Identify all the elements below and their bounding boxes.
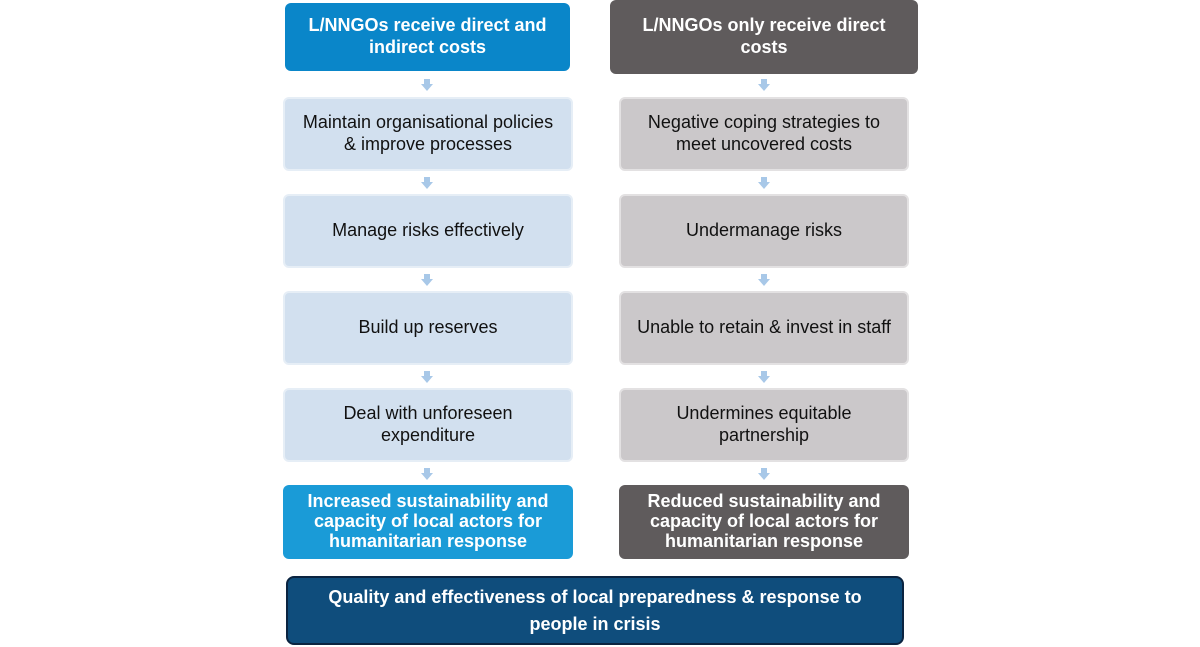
right-step-2-text: Undermanage risks [685, 220, 843, 241]
arrow-down-icon [421, 468, 433, 480]
left-step-4: Deal with unforeseen expenditure [283, 388, 573, 462]
right-step-1-text: Negative coping strategies to meet uncov… [647, 112, 881, 154]
arrow-down-icon [758, 79, 770, 91]
arrow-down-icon [421, 79, 433, 91]
left-step-2: Manage risks effectively [283, 194, 573, 268]
arrow-down-icon [421, 177, 433, 189]
arrow-down-icon [421, 371, 433, 383]
right-step-3: Unable to retain & invest in staff [619, 291, 909, 365]
right-step-2: Undermanage risks [619, 194, 909, 268]
left-outcome-text: Increased sustainability and capacity of… [307, 491, 549, 551]
right-outcome-text: Reduced sustainability and capacity of l… [647, 491, 881, 551]
arrow-down-icon [758, 468, 770, 480]
right-step-1: Negative coping strategies to meet uncov… [619, 97, 909, 171]
arrow-down-icon [758, 274, 770, 286]
left-step-1-text: Maintain organisational policies & impro… [302, 112, 554, 154]
left-step-3-text: Build up reserves [358, 317, 498, 338]
final-outcome-box: Quality and effectiveness of local prepa… [286, 576, 904, 645]
left-outcome-box: Increased sustainability and capacity of… [283, 485, 573, 559]
left-header-text: L/NNGOs receive direct and indirect cost… [308, 15, 547, 57]
left-step-2-text: Manage risks effectively [332, 220, 524, 241]
arrow-down-icon [421, 274, 433, 286]
left-step-3: Build up reserves [283, 291, 573, 365]
right-step-4-text: Undermines equitable partnership [676, 403, 852, 445]
right-step-3-text: Unable to retain & invest in staff [637, 317, 891, 338]
left-step-4-text: Deal with unforeseen expenditure [343, 403, 513, 445]
arrow-down-icon [758, 177, 770, 189]
left-header-box: L/NNGOs receive direct and indirect cost… [285, 3, 570, 71]
right-header-text: L/NNGOs only receive direct costs [642, 15, 886, 57]
right-outcome-box: Reduced sustainability and capacity of l… [619, 485, 909, 559]
right-step-4: Undermines equitable partnership [619, 388, 909, 462]
final-outcome-text: Quality and effectiveness of local prepa… [328, 587, 862, 634]
right-header-box: L/NNGOs only receive direct costs [610, 0, 918, 74]
arrow-down-icon [758, 371, 770, 383]
left-step-1: Maintain organisational policies & impro… [283, 97, 573, 171]
